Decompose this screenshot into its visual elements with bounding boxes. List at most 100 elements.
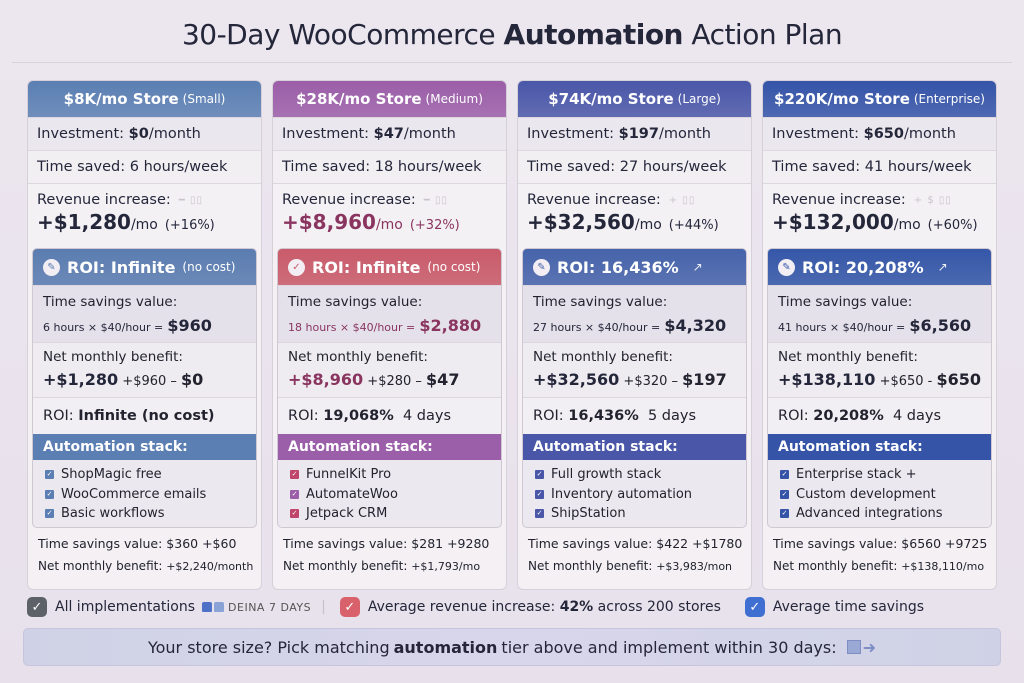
tier-header: $74K/mo Store (Large) xyxy=(518,81,751,117)
summary-bar: ✓ All implementations DEINA 7 DAYS | ✓ A… xyxy=(27,595,1002,619)
payback-days: 4 days xyxy=(402,408,452,424)
stack-item-label: Jetpack CRM xyxy=(306,506,388,522)
investment-value: $650 xyxy=(863,126,904,142)
stack-header: Automation stack: xyxy=(523,434,746,460)
stack-item-label: ShopMagic free xyxy=(61,467,162,483)
footer-nmb-value: +$2,240/month xyxy=(166,560,254,573)
revenue-percent: (+60%) xyxy=(927,218,978,233)
checkbox-icon: ✓ xyxy=(290,470,299,480)
nmb-label: Net monthly benefit: xyxy=(288,349,428,365)
tier-size: (Large) xyxy=(677,92,721,106)
roi-header: ✎ ROI: 16,436% ↗ xyxy=(523,249,746,285)
stack-item: ✓ Enterprise stack + xyxy=(780,465,979,485)
roi-subtitle: (no cost) xyxy=(182,260,236,274)
time-saved-value: 27 xyxy=(619,159,639,175)
nmb-label: Net monthly benefit: xyxy=(778,349,918,365)
tsv-calc: 18 hours × $40/hour = xyxy=(288,321,416,334)
automation-stack: ✓ Full growth stack ✓ Inventory automation ✓… xyxy=(523,460,746,524)
footer-tsv-label: Time savings value: xyxy=(38,536,163,551)
tsv-calc: 41 hours × $40/hour = xyxy=(778,321,906,334)
cta-text: Your store size? Pick matching xyxy=(147,637,390,657)
tsv-value: $4,320 xyxy=(664,316,727,335)
tsv-label: Time savings value: xyxy=(43,294,178,310)
roi-summary: ROI: 19,068% 4 days xyxy=(278,397,501,434)
checkbox-icon: ✓ xyxy=(780,489,789,499)
investment-row: Investment: $197/month xyxy=(518,117,751,150)
nmb-cost: $47 xyxy=(426,370,460,389)
tsv-calc: 6 hours × $40/hour = xyxy=(43,321,164,334)
roi-label: ROI: xyxy=(533,408,564,424)
tier-card-medium: $28K/mo Store (Medium) Investment: $47/mo… xyxy=(272,80,507,590)
time-saved-label: Time saved: xyxy=(37,159,126,175)
footer-tsv-label: Time savings value: xyxy=(773,536,898,551)
time-savings-value: Time savings value: 41 hours × $40/hour … xyxy=(768,285,991,342)
stack-item-label: Full growth stack xyxy=(551,467,662,483)
investment-label: Investment: xyxy=(282,126,370,142)
tier-title: $74K/mo Store xyxy=(548,90,674,108)
time-saved-unit: hours/week xyxy=(397,159,482,175)
stack-item-label: Basic workflows xyxy=(61,506,165,522)
checkbox-icon: ✓ xyxy=(290,489,299,499)
revenue-percent: (+32%) xyxy=(409,218,460,233)
trend-up-icon: ↗ xyxy=(937,260,948,274)
checkbox-icon: ✓ xyxy=(535,509,544,519)
stack-item: ✓ FunnelKit Pro xyxy=(290,465,489,485)
time-saved-row: Time saved: 41 hours/week xyxy=(763,150,996,183)
checkbox-icon: ✓ xyxy=(45,489,54,499)
time-savings-value: Time savings value: 27 hours × $40/hour … xyxy=(523,285,746,342)
revenue-value: +$8,960 xyxy=(282,210,376,234)
tsv-calc: 27 hours × $40/hour = xyxy=(533,321,661,334)
nmb-cost: $197 xyxy=(682,370,727,389)
tsv-value: $6,560 xyxy=(909,316,972,335)
check-circle-icon: ✓ xyxy=(288,258,305,276)
tier-columns: $8K/mo Store (Small) Investment: $0/month… xyxy=(27,80,1002,590)
revenue-row: Revenue increase: ━ ▯▯ +$8,960/mo (+32%) xyxy=(273,183,506,249)
footer-tsv-value: $281 +9280 xyxy=(411,536,490,551)
tier-card-large: $74K/mo Store (Large) Investment: $197/mo… xyxy=(517,80,752,590)
footer-nmb-label: Net monthly benefit: xyxy=(528,559,653,573)
tier-footer: Time savings value: $6560 +9725 Net mont… xyxy=(773,536,987,573)
investment-row: Investment: $0/month xyxy=(28,117,261,150)
revenue-value: +$1,280 xyxy=(37,210,131,234)
tsv-value: $960 xyxy=(167,316,212,335)
revenue-unit: /mo xyxy=(634,217,662,233)
summary-implementations: All implementations xyxy=(55,599,196,615)
roi-summary: ROI: 20,208% 4 days xyxy=(768,397,991,434)
pencil-icon: ✎ xyxy=(43,258,60,276)
nmb-value: +$8,960 xyxy=(288,370,364,389)
roi-value: 19,068% xyxy=(323,408,394,424)
investment-unit: /month xyxy=(403,126,456,142)
page-title: 30-Day WooCommerce Automation Action Pla… xyxy=(181,18,843,51)
roi-panel: ✎ ROI: 16,436% ↗ Time savings value: 27 h… xyxy=(522,248,747,528)
calendar-icon xyxy=(202,602,225,612)
time-savings-value: Time savings value: 18 hours × $40/hour … xyxy=(278,285,501,342)
pencil-icon: ✎ xyxy=(778,258,795,276)
stack-item-label: Custom development xyxy=(796,486,936,502)
revenue-label: Revenue increase: xyxy=(282,192,416,208)
roi-value: Infinite (no cost) xyxy=(78,408,215,424)
stack-item: ✓ ShipStation xyxy=(535,504,734,524)
footer-nmb-label: Net monthly benefit: xyxy=(283,559,408,573)
revenue-label: Revenue increase: xyxy=(772,192,906,208)
revenue-icon: ━ ▯▯ xyxy=(178,194,203,206)
time-saved-row: Time saved: 27 hours/week xyxy=(518,150,751,183)
check-icon: ✓ xyxy=(27,597,47,617)
stack-item-label: Inventory automation xyxy=(551,486,693,502)
net-monthly-benefit: Net monthly benefit: +$8,960 +$280 – $47 xyxy=(278,342,501,397)
investment-label: Investment: xyxy=(527,126,615,142)
tier-header: $220K/mo Store (Enterprise) xyxy=(763,81,996,117)
tier-header: $8K/mo Store (Small) xyxy=(28,81,261,117)
checkbox-icon: ✓ xyxy=(45,509,54,519)
roi-title: ROI: Infinite xyxy=(312,257,421,277)
footer-tsv-label: Time savings value: xyxy=(528,536,653,551)
revenue-icon: + ▯▯ xyxy=(668,194,696,206)
net-monthly-benefit: Net monthly benefit: +$32,560 +$320 – $1… xyxy=(523,342,746,397)
roi-subtitle: (no cost) xyxy=(427,260,481,274)
revenue-icon: ━ ▯▯ xyxy=(423,194,448,206)
time-saved-value: 6 xyxy=(129,159,139,175)
roi-header: ✓ ROI: Infinite (no cost) xyxy=(278,249,501,285)
roi-title: ROI: 20,208% xyxy=(802,257,924,277)
stack-item: ✓ Jetpack CRM xyxy=(290,504,489,524)
investment-unit: /month xyxy=(148,126,201,142)
nmb-label: Net monthly benefit: xyxy=(43,349,183,365)
